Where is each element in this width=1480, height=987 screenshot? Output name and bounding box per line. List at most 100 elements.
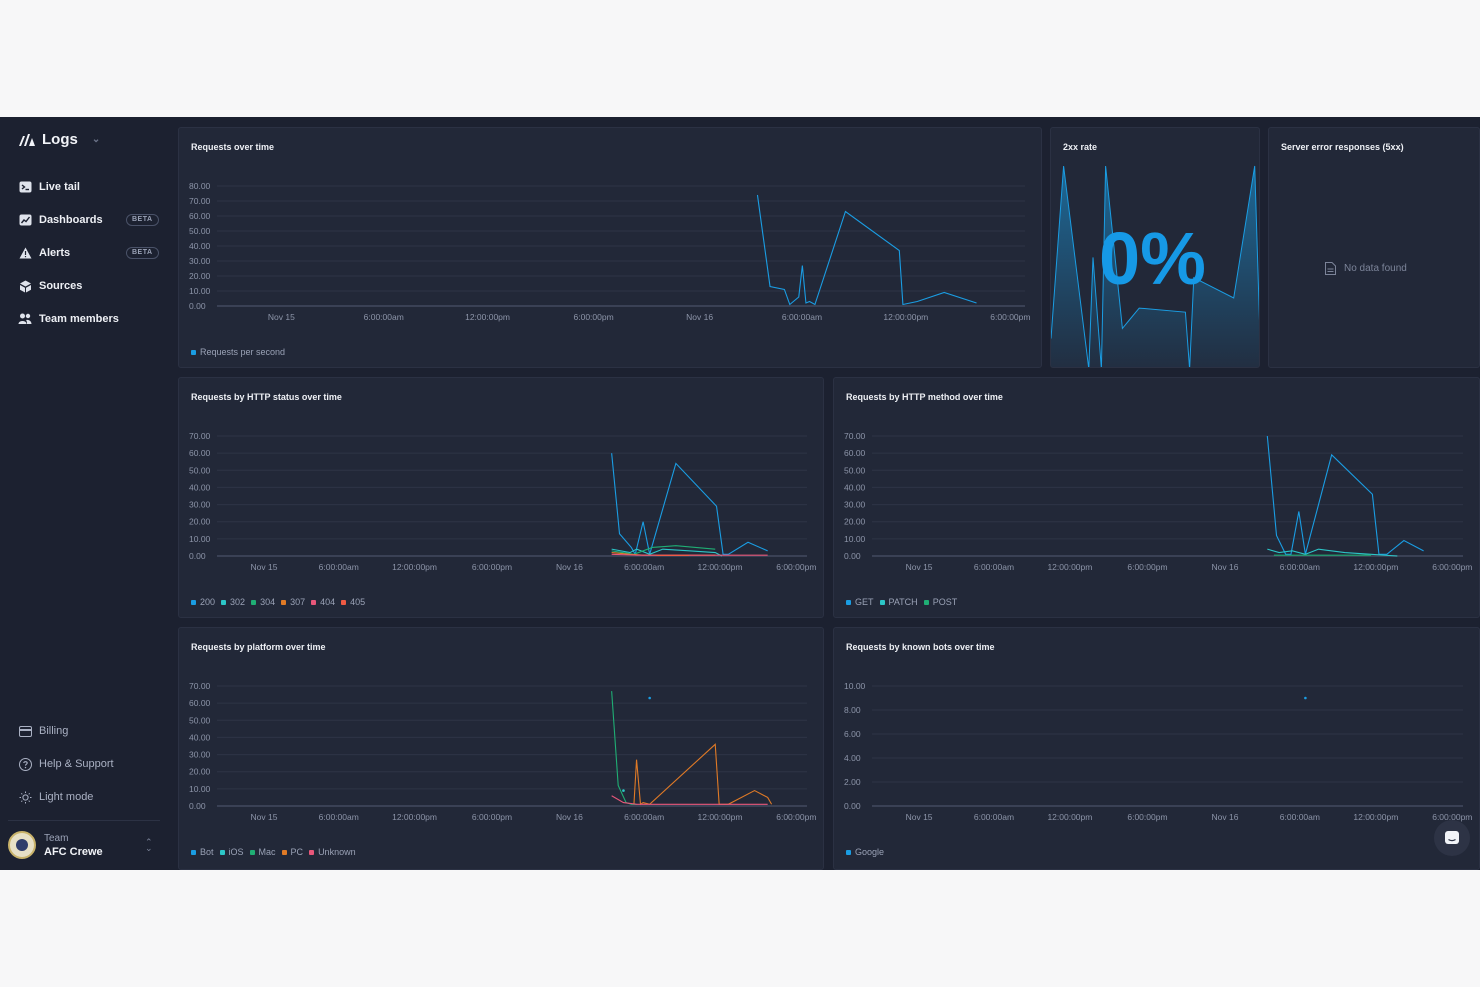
- legend-label: PC: [290, 847, 304, 857]
- y-tick-label: 10.00: [844, 681, 866, 691]
- y-tick-label: 80.00: [189, 181, 211, 191]
- series-line: [611, 453, 768, 556]
- legend-item[interactable]: GET: [846, 597, 874, 607]
- series-line: [611, 545, 716, 555]
- x-tick-label: 6:00:00am: [1280, 562, 1320, 572]
- series-line: [633, 743, 773, 806]
- x-tick-label: 6:00:00am: [319, 562, 359, 572]
- legend-swatch: [281, 599, 287, 605]
- y-tick-label: 10.00: [844, 534, 866, 544]
- chart-requests-by-platform: 70.00 60.00 50.00 40.00 30.00 20.00 10.00 0.00 N…: [189, 681, 816, 822]
- legend-label: iOS: [228, 847, 244, 857]
- rate-value: 0%: [1099, 217, 1206, 300]
- legend-item[interactable]: iOS: [219, 847, 244, 857]
- x-tick-label: 12:00:00pm: [1047, 562, 1092, 572]
- chart-legend: Google: [846, 847, 890, 857]
- x-tick-label: 6:00:00am: [364, 312, 404, 322]
- legend-item[interactable]: POST: [923, 597, 957, 607]
- legend-swatch: [249, 849, 255, 855]
- legend-item[interactable]: 200: [191, 597, 215, 607]
- y-tick-label: 20.00: [844, 517, 866, 527]
- sidebar-item-label: Light mode: [39, 791, 94, 803]
- y-tick-label: 60.00: [844, 448, 866, 458]
- panel-requests-over-time: Requests over time 80.00 70.00 60.00 50.00 4…: [178, 127, 1042, 368]
- sidebar-item-label: Live tail: [39, 181, 80, 193]
- legend-swatch: [341, 599, 347, 605]
- x-tick-label: 6:00:00am: [624, 812, 664, 822]
- legend-item[interactable]: Bot: [191, 847, 214, 857]
- legend-label: 304: [260, 597, 276, 607]
- x-tick-label: 12:00:00pm: [392, 562, 437, 572]
- y-tick-label: 6.00: [844, 729, 861, 739]
- sidebar-item-live-tail[interactable]: Live tail: [0, 174, 170, 200]
- y-tick-label: 2.00: [844, 777, 861, 787]
- chart-requests-by-method: 70.00 60.00 50.00 40.00 30.00 20.00 10.00 0.00 N…: [844, 431, 1472, 572]
- x-tick-label: 12:00:00pm: [883, 312, 928, 322]
- y-tick-label: 50.00: [189, 226, 211, 236]
- chart-requests-by-bots: 10.00 8.00 6.00 4.00 2.00 0.00 Nov 15 6:00:00am…: [844, 681, 1472, 822]
- legend-label: 302: [230, 597, 246, 607]
- legend-item[interactable]: 404: [311, 597, 335, 607]
- legend-label: 404: [320, 597, 336, 607]
- legend-item[interactable]: Requests per second: [191, 347, 285, 357]
- y-tick-label: 60.00: [189, 211, 211, 221]
- series-line: [611, 691, 637, 805]
- legend-item[interactable]: 405: [341, 597, 365, 607]
- sidebar-item-dashboards[interactable]: Dashboards BETA: [0, 207, 170, 233]
- light-mode-toggle[interactable]: Light mode: [0, 784, 170, 810]
- x-tick-label: 6:00:00am: [624, 562, 664, 572]
- series-line: [1266, 435, 1424, 555]
- chat-support-button[interactable]: [1434, 820, 1470, 856]
- legend-swatch: [251, 599, 257, 605]
- x-tick-label: 6:00:00pm: [990, 312, 1030, 322]
- y-tick-label: 8.00: [844, 705, 861, 715]
- sidebar-item-team-members[interactable]: Team members: [0, 306, 170, 332]
- chevron-up-down-icon[interactable]: ⌃ ⌄: [145, 837, 153, 853]
- data-point: [1304, 696, 1307, 700]
- y-tick-label: 40.00: [189, 482, 211, 492]
- chart-requests-by-status: 70.00 60.00 50.00 40.00 30.00 20.00 10.00 0.00 N…: [189, 431, 816, 572]
- brand-name: Logs: [42, 131, 78, 148]
- chart-legend: GET PATCH POST: [846, 597, 963, 607]
- legend-item[interactable]: PC: [281, 847, 304, 857]
- y-tick-label: 70.00: [189, 196, 211, 206]
- y-tick-label: 50.00: [844, 465, 866, 475]
- legend-item[interactable]: 302: [221, 597, 245, 607]
- legend-item[interactable]: 307: [281, 597, 305, 607]
- panel-2xx-rate: 2xx rate 0%: [1050, 127, 1260, 368]
- y-tick-label: 70.00: [189, 431, 211, 441]
- legend-swatch: [311, 599, 317, 605]
- sidebar-item-sources[interactable]: Sources: [0, 273, 170, 299]
- x-tick-label: 6:00:00am: [974, 812, 1014, 822]
- panel-title: 2xx rate: [1063, 142, 1098, 152]
- sidebar-item-help[interactable]: Help & Support: [0, 751, 170, 777]
- beta-badge: BETA: [126, 247, 159, 259]
- sidebar-item-label: Dashboards: [39, 214, 103, 226]
- panel-title: Requests by HTTP method over time: [846, 392, 1003, 402]
- x-tick-label: 12:00:00pm: [1353, 812, 1398, 822]
- legend-label: Bot: [200, 847, 214, 857]
- rate-line: [1051, 165, 1259, 367]
- sidebar-item-billing[interactable]: Billing: [0, 718, 170, 744]
- legend-item[interactable]: Unknown: [309, 847, 356, 857]
- legend-item[interactable]: Mac: [249, 847, 276, 857]
- y-tick-label: 20.00: [189, 767, 211, 777]
- empty-state: No data found: [1325, 262, 1407, 275]
- x-tick-label: 6:00:00am: [319, 812, 359, 822]
- legend-item[interactable]: PATCH: [879, 597, 918, 607]
- y-tick-label: 10.00: [189, 286, 211, 296]
- x-tick-label: 6:00:00pm: [1127, 812, 1167, 822]
- legend-swatch: [309, 849, 315, 855]
- legend-swatch: [846, 599, 851, 605]
- panel-server-errors: Server error responses (5xx) No data fou…: [1268, 127, 1480, 368]
- team-switcher[interactable]: Team AFC Crewe: [8, 831, 103, 859]
- x-tick-label: 6:00:00pm: [1432, 562, 1472, 572]
- sidebar-item-alerts[interactable]: Alerts BETA: [0, 240, 170, 266]
- legend-item[interactable]: 304: [251, 597, 275, 607]
- brand-switcher[interactable]: Logs ⌄: [18, 131, 100, 148]
- y-tick-label: 20.00: [189, 517, 211, 527]
- x-tick-label: 6:00:00pm: [776, 562, 816, 572]
- chart-legend: Requests per second: [191, 347, 291, 357]
- document-icon: [1325, 262, 1336, 275]
- legend-item[interactable]: Google: [846, 847, 884, 857]
